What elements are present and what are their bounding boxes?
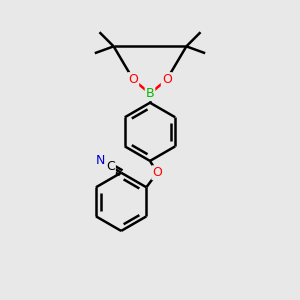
Text: N: N	[96, 154, 105, 167]
Text: C: C	[106, 160, 115, 173]
Text: O: O	[152, 166, 162, 179]
Text: B: B	[146, 87, 154, 100]
Text: O: O	[128, 73, 138, 86]
Text: O: O	[162, 73, 172, 86]
